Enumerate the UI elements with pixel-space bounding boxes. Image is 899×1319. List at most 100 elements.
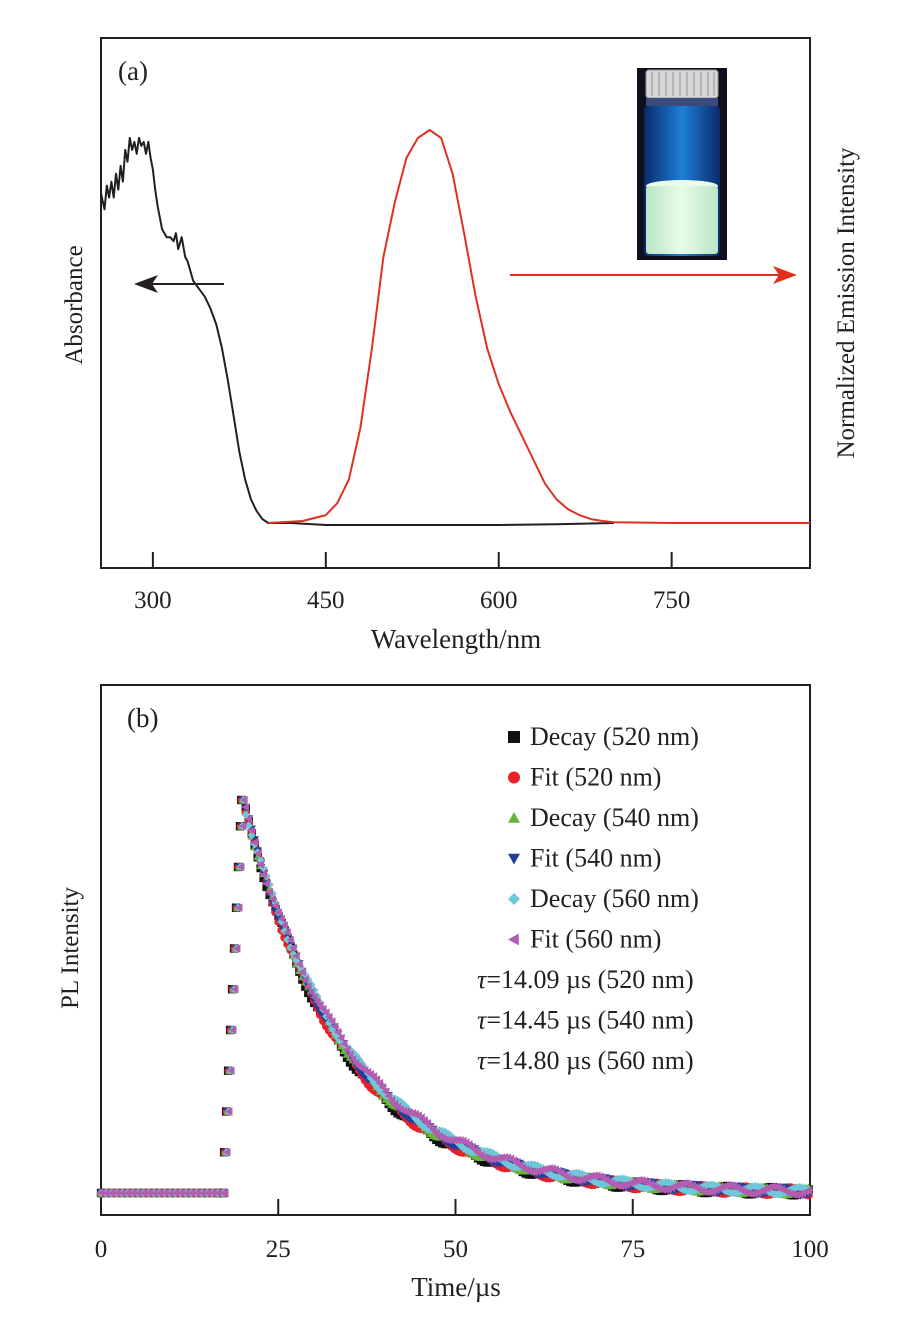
decay-marker-6: [192, 1188, 201, 1198]
decay-marker-6: [348, 1055, 357, 1064]
decay-marker-6: [295, 959, 303, 969]
decay-marker-6: [236, 862, 245, 872]
decay-marker-6: [316, 1001, 324, 1010]
legend-marker: [508, 933, 519, 946]
decay-marker-6: [112, 1188, 121, 1198]
tau-value: =14.80 µs (560 nm): [486, 1046, 693, 1075]
decay-marker-6: [181, 1188, 190, 1198]
panel-a-xtick-label: 450: [307, 587, 345, 614]
decay-marker-6: [160, 1188, 169, 1198]
decay-marker-6: [319, 1004, 327, 1014]
decay-marker-6: [144, 1188, 153, 1198]
emission-axis-arrow: [510, 266, 797, 284]
decay-marker-6: [280, 921, 288, 930]
decay-marker-6: [721, 1181, 729, 1191]
decay-marker-1: [259, 873, 268, 883]
decay-marker-6: [631, 1176, 640, 1186]
decay-marker-6: [134, 1188, 142, 1198]
decay-marker-5: [444, 1129, 453, 1138]
decay-marker-5: [667, 1179, 676, 1188]
decay-marker-6: [149, 1188, 158, 1198]
panel-a-xlabel: Wavelength/nm: [371, 624, 541, 654]
decay-marker-5: [241, 810, 250, 820]
decay-marker-6: [222, 1148, 231, 1157]
panel-a: (a) 300 450 600 750: [61, 37, 860, 654]
tau-symbol: τ: [477, 965, 488, 994]
panel-b-xtick-label: 50: [443, 1236, 468, 1263]
decay-marker-6: [118, 1188, 126, 1198]
decay-marker-6: [123, 1188, 131, 1198]
decay-marker-5: [256, 856, 265, 865]
tau-symbol: τ: [477, 1046, 488, 1075]
decay-marker-6: [321, 1008, 330, 1017]
panel-b-xtick-label: 100: [791, 1236, 829, 1263]
decay-marker-6: [96, 1188, 105, 1198]
decay-marker-6: [244, 814, 253, 824]
decay-marker-6: [494, 1153, 503, 1163]
decay-marker-5: [801, 1184, 810, 1193]
decay-markers: [96, 795, 813, 1200]
decay-marker-6: [262, 879, 270, 888]
panel-b-x-ticks: 0 25 50 75 100: [95, 1199, 829, 1263]
decay-marker-6: [307, 988, 315, 997]
decay-marker-6: [342, 1045, 351, 1054]
decay-marker-5: [622, 1175, 632, 1184]
decay-marker-6: [298, 967, 306, 977]
decay-marker-6: [102, 1188, 110, 1198]
decay-marker-5: [441, 1127, 450, 1137]
decay-marker-6: [197, 1188, 206, 1198]
decay-marker-6: [250, 838, 259, 847]
decay-marker-6: [259, 870, 268, 879]
panel-b: (b) 0 25 50 75 100 Decay (520 nm) Fit (520 nm…: [57, 684, 829, 1302]
decay-marker-6: [256, 860, 265, 869]
decay-marker-6: [324, 1012, 333, 1021]
panel-a-frame: [100, 37, 811, 569]
decay-marker-6: [176, 1188, 185, 1198]
decay-marker-6: [676, 1179, 684, 1189]
decay-marker-6: [387, 1096, 396, 1105]
decay-marker-6: [274, 908, 282, 917]
decay-marker-6: [228, 1025, 237, 1035]
decay-marker-6: [232, 944, 241, 953]
decay-marker-5: [533, 1161, 542, 1170]
decay-marker-5: [756, 1183, 766, 1192]
decay-marker-6: [616, 1181, 625, 1191]
tau-symbol: τ: [477, 1006, 488, 1035]
decay-marker-6: [333, 1027, 342, 1037]
decay-marker-5: [461, 1145, 471, 1155]
decay-marker-5: [691, 1186, 700, 1195]
tau-annotation: τ=14.45 µs (540 nm): [477, 1006, 694, 1035]
decay-marker-6: [792, 1190, 801, 1200]
decay-marker-6: [171, 1188, 179, 1198]
tau-value: =14.45 µs (540 nm): [486, 1006, 693, 1035]
panel-b-ylabel: PL Intensity: [57, 887, 84, 1009]
decay-marker-6: [240, 795, 248, 805]
legend-label: Decay (540 nm): [530, 803, 699, 832]
decay-marker-6: [247, 826, 256, 835]
decay-marker-5: [244, 821, 253, 830]
decay-marker-6: [313, 997, 321, 1006]
legend-marker: [508, 812, 520, 823]
legend-marker: [508, 731, 520, 743]
decay-marker-6: [220, 1188, 229, 1198]
decay-marker-6: [384, 1091, 393, 1101]
decay-marker-6: [330, 1022, 339, 1031]
decay-marker-6: [226, 1066, 235, 1075]
decay-marker-6: [224, 1107, 233, 1116]
decay-marker-6: [301, 975, 309, 984]
decay-marker-6: [378, 1083, 387, 1092]
vial-photo-inset: [637, 68, 727, 260]
decay-marker-6: [107, 1188, 115, 1198]
panel-a-xtick-label: 600: [480, 587, 518, 614]
panel-b-frame: [100, 684, 811, 1216]
panel-a-xtick-label: 300: [134, 587, 172, 614]
legend-label: Decay (520 nm): [530, 722, 699, 751]
panel-a-xtick-label: 750: [653, 587, 691, 614]
decay-marker-6: [336, 1033, 345, 1043]
decay-marker-6: [187, 1188, 195, 1198]
decay-marker-6: [375, 1078, 384, 1088]
decay-marker-5: [247, 831, 256, 840]
panel-b-xtick-label: 75: [620, 1236, 645, 1263]
decay-marker-6: [277, 914, 285, 923]
panel-b-label: (b): [127, 703, 158, 733]
